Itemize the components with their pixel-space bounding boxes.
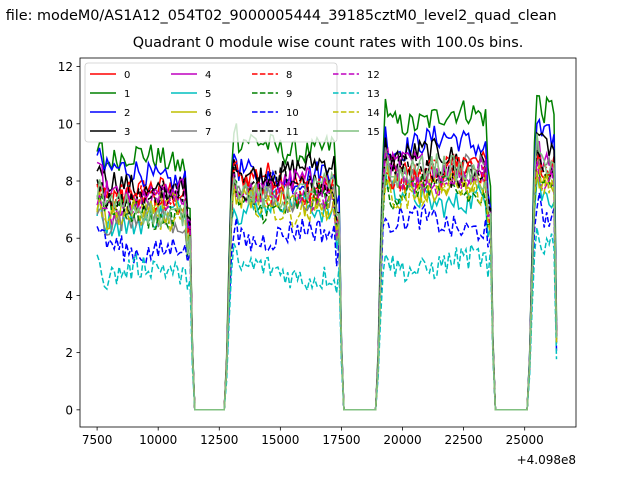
x-tick-label: 12500 bbox=[200, 433, 238, 447]
legend-label-13: 13 bbox=[367, 89, 380, 100]
x-tick-label: 7500 bbox=[82, 433, 113, 447]
x-tick-label: 15000 bbox=[261, 433, 299, 447]
y-tick-label: 0 bbox=[65, 403, 73, 417]
series-line-8 bbox=[96, 153, 558, 411]
legend-label-5: 5 bbox=[205, 89, 211, 100]
legend-label-3: 3 bbox=[124, 127, 130, 138]
y-tick-label: 8 bbox=[65, 175, 73, 189]
series-line-12 bbox=[96, 146, 558, 411]
legend-label-4: 4 bbox=[205, 70, 211, 81]
x-tick-label: 22500 bbox=[445, 433, 483, 447]
series-line-15 bbox=[96, 133, 558, 411]
series-line-13 bbox=[96, 227, 558, 411]
legend-label-7: 7 bbox=[205, 127, 211, 138]
series-line-4 bbox=[96, 140, 558, 411]
y-tick-label: 2 bbox=[65, 346, 73, 360]
legend-box bbox=[84, 62, 338, 143]
x-tick-label: 10000 bbox=[139, 433, 177, 447]
legend-label-11: 11 bbox=[286, 127, 299, 138]
legend-label-2: 2 bbox=[124, 108, 130, 119]
chart-title: Quadrant 0 module wise count rates with … bbox=[132, 35, 524, 51]
legend-label-1: 1 bbox=[124, 89, 130, 100]
series-line-14 bbox=[96, 165, 558, 411]
series-lines bbox=[96, 94, 558, 411]
y-tick-label: 12 bbox=[58, 60, 73, 74]
legend-label-15: 15 bbox=[367, 127, 380, 138]
legend-label-12: 12 bbox=[367, 70, 380, 81]
legend-label-9: 9 bbox=[286, 89, 292, 100]
x-tick-label: 20000 bbox=[383, 433, 421, 447]
y-tick-label: 4 bbox=[65, 289, 73, 303]
y-tick-label: 6 bbox=[65, 232, 73, 246]
legend-label-14: 14 bbox=[367, 108, 380, 119]
legend-label-10: 10 bbox=[286, 108, 299, 119]
y-tick-label: 10 bbox=[58, 117, 73, 131]
x-tick-label: 25000 bbox=[506, 433, 544, 447]
x-offset-label: +4.098e8 bbox=[517, 453, 576, 467]
axes: 7500 10000 12500 15000 17500 20000 22500 25000 0… bbox=[58, 57, 577, 467]
legend-label-8: 8 bbox=[286, 70, 292, 81]
legend-label-6: 6 bbox=[205, 108, 211, 119]
legend-label-0: 0 bbox=[124, 70, 130, 81]
series-line-10 bbox=[96, 192, 558, 411]
plot-frame bbox=[79, 57, 577, 428]
x-tick-label: 17500 bbox=[322, 433, 360, 447]
series-line-11 bbox=[96, 149, 558, 411]
